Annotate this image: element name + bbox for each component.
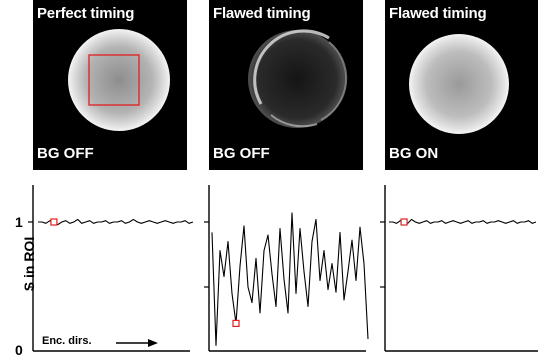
panel-bg-label: BG OFF <box>37 145 94 162</box>
panel-title: Perfect timing <box>37 5 135 22</box>
panel-title: Flawed timing <box>213 5 311 22</box>
mri-panel-flawed-timing-bg-off: Flawed timing BG OFF <box>209 0 363 170</box>
panel-title: Flawed timing <box>389 5 487 22</box>
phantom-image <box>68 29 170 131</box>
panel-bg-label: BG ON <box>389 145 439 162</box>
mri-panel-perfect-timing: Perfect timing BG OFF <box>33 0 187 170</box>
artifact-rim <box>320 41 348 121</box>
y-axis-label: S in ROI <box>21 236 37 292</box>
phantom-image <box>409 34 509 134</box>
x-axis-label: Enc. dirs. <box>42 335 92 347</box>
signal-trace <box>38 218 194 226</box>
data-marker <box>50 218 58 226</box>
y-tick-zero: 0 <box>15 342 23 358</box>
mri-panel-flawed-timing-bg-on: Flawed timing BG ON <box>385 0 538 170</box>
data-marker <box>400 218 408 226</box>
x-axis-arrow-head <box>148 339 158 347</box>
phantom-disk <box>409 34 509 134</box>
artifact-rim <box>270 114 318 128</box>
panel-bg-label: BG OFF <box>213 145 270 162</box>
y-tick-one: 1 <box>15 214 23 230</box>
signal-trace <box>211 212 369 347</box>
roi-box <box>88 54 140 106</box>
data-marker <box>232 319 240 327</box>
phantom-image <box>248 29 348 128</box>
artifact-rim <box>253 29 330 105</box>
phantom-disk <box>248 30 346 128</box>
signal-trace <box>389 218 537 224</box>
